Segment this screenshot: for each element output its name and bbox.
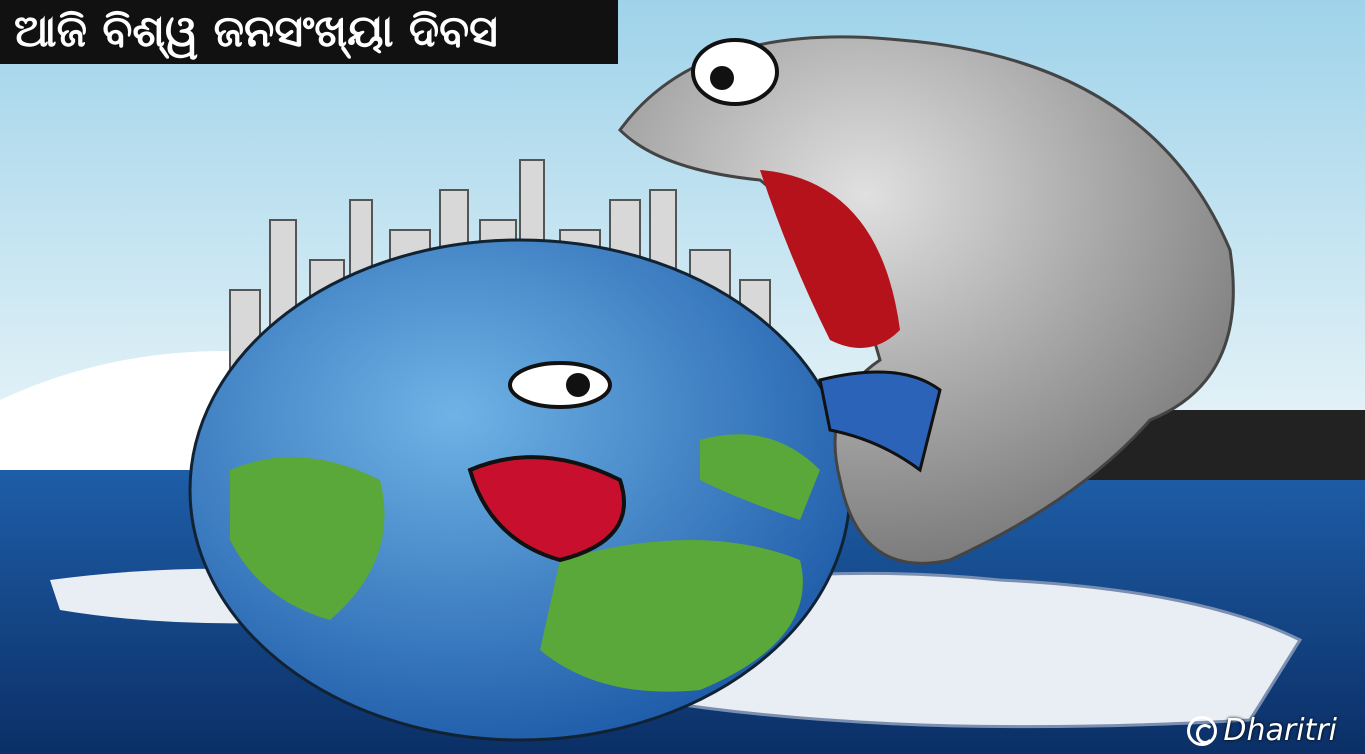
continent [700, 434, 820, 520]
monster-eye [691, 38, 779, 106]
globe-pupil [566, 373, 590, 397]
credit: Dharitri [1187, 713, 1337, 748]
globe-arm [818, 370, 942, 473]
globe-mouth [467, 455, 626, 563]
credit-text: Dharitri [1223, 713, 1337, 748]
title: ଆଜି ବିଶ୍ୱ ଜନସଂଖ୍ୟା ଦିବସ [0, 0, 618, 64]
continent [230, 457, 385, 620]
monster-pupil [710, 66, 734, 90]
monster-mouth [760, 170, 900, 348]
copyright-symbol [1187, 715, 1218, 746]
continent [540, 540, 803, 692]
globe-eye [508, 361, 612, 409]
